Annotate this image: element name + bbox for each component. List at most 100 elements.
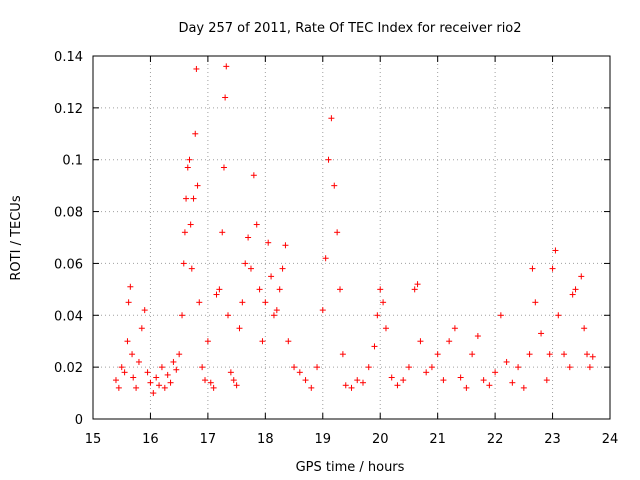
data-point — [589, 353, 596, 360]
data-point — [400, 377, 407, 384]
data-point — [428, 364, 435, 371]
chart-title: Day 257 of 2011, Rate Of TEC Index for r… — [178, 21, 521, 36]
data-point — [186, 156, 193, 163]
data-point — [302, 377, 309, 384]
data-point — [135, 358, 142, 365]
data-point — [196, 299, 203, 306]
data-point — [434, 351, 441, 358]
data-point — [262, 299, 269, 306]
data-point — [158, 364, 165, 371]
data-point — [184, 164, 191, 171]
data-point — [230, 377, 237, 384]
data-point — [193, 65, 200, 72]
data-point — [546, 351, 553, 358]
data-point — [270, 312, 277, 319]
data-point — [319, 307, 326, 314]
data-point — [572, 286, 579, 293]
data-point — [374, 312, 381, 319]
data-point — [124, 338, 131, 345]
data-points — [112, 63, 596, 397]
x-tick-label: 16 — [142, 432, 159, 447]
data-point — [552, 247, 559, 254]
data-point — [377, 286, 384, 293]
data-point — [492, 369, 499, 376]
data-point — [365, 364, 372, 371]
data-point — [233, 382, 240, 389]
data-point — [328, 115, 335, 122]
data-point — [187, 221, 194, 228]
y-tick-label: 0 — [75, 413, 83, 428]
data-point — [417, 338, 424, 345]
data-point — [156, 382, 163, 389]
data-point — [474, 333, 481, 340]
plot-frame — [92, 55, 611, 420]
y-axis-label: ROTI / TECUs — [9, 195, 24, 280]
data-point — [213, 291, 220, 298]
data-point — [153, 374, 160, 381]
data-point — [561, 351, 568, 358]
data-point — [276, 286, 283, 293]
data-point — [170, 358, 177, 365]
data-point — [532, 299, 539, 306]
data-point — [115, 384, 122, 391]
data-point — [446, 338, 453, 345]
data-point — [112, 377, 119, 384]
data-point — [273, 307, 280, 314]
data-point — [188, 265, 195, 272]
data-point — [236, 325, 243, 332]
gridlines — [93, 56, 610, 419]
x-tick-label: 21 — [429, 432, 446, 447]
data-point — [259, 338, 266, 345]
data-point — [451, 325, 458, 332]
data-point — [555, 312, 562, 319]
data-point — [176, 351, 183, 358]
data-point — [199, 364, 206, 371]
x-tick-label: 17 — [200, 432, 217, 447]
x-tick-label: 19 — [315, 432, 332, 447]
axis-ticks: 15 16 17 18 19 20 21 22 23 24 0 0.02 0.04 0.06 0.08 0.1… — [54, 50, 618, 447]
data-point — [529, 265, 536, 272]
data-point — [480, 377, 487, 384]
data-point — [348, 384, 355, 391]
data-point — [322, 255, 329, 262]
data-point — [411, 286, 418, 293]
data-point — [578, 273, 585, 280]
data-point — [566, 364, 573, 371]
data-point — [282, 242, 289, 249]
data-point — [314, 364, 321, 371]
x-tick-label: 20 — [372, 432, 389, 447]
data-point — [194, 182, 201, 189]
data-point — [210, 384, 217, 391]
data-point — [183, 195, 190, 202]
data-point — [388, 374, 395, 381]
data-point — [192, 130, 199, 137]
data-point — [180, 260, 187, 267]
data-point — [161, 384, 168, 391]
data-point — [549, 265, 556, 272]
data-point — [181, 229, 188, 236]
data-point — [469, 351, 476, 358]
data-point — [245, 234, 252, 241]
data-point — [440, 377, 447, 384]
data-point — [414, 281, 421, 288]
data-point — [179, 312, 186, 319]
y-tick-label: 0.08 — [54, 206, 83, 221]
x-tick-label: 15 — [85, 432, 102, 447]
data-point — [371, 343, 378, 350]
data-point — [247, 265, 254, 272]
y-tick-label: 0.14 — [54, 50, 83, 65]
data-point — [253, 221, 260, 228]
data-point — [342, 382, 349, 389]
data-point — [380, 299, 387, 306]
data-point — [138, 325, 145, 332]
data-point — [242, 260, 249, 267]
data-point — [526, 351, 533, 358]
data-point — [279, 265, 286, 272]
data-point — [543, 377, 550, 384]
data-point — [581, 325, 588, 332]
data-point — [359, 379, 366, 386]
data-point — [520, 384, 527, 391]
data-point — [331, 182, 338, 189]
data-point — [227, 369, 234, 376]
